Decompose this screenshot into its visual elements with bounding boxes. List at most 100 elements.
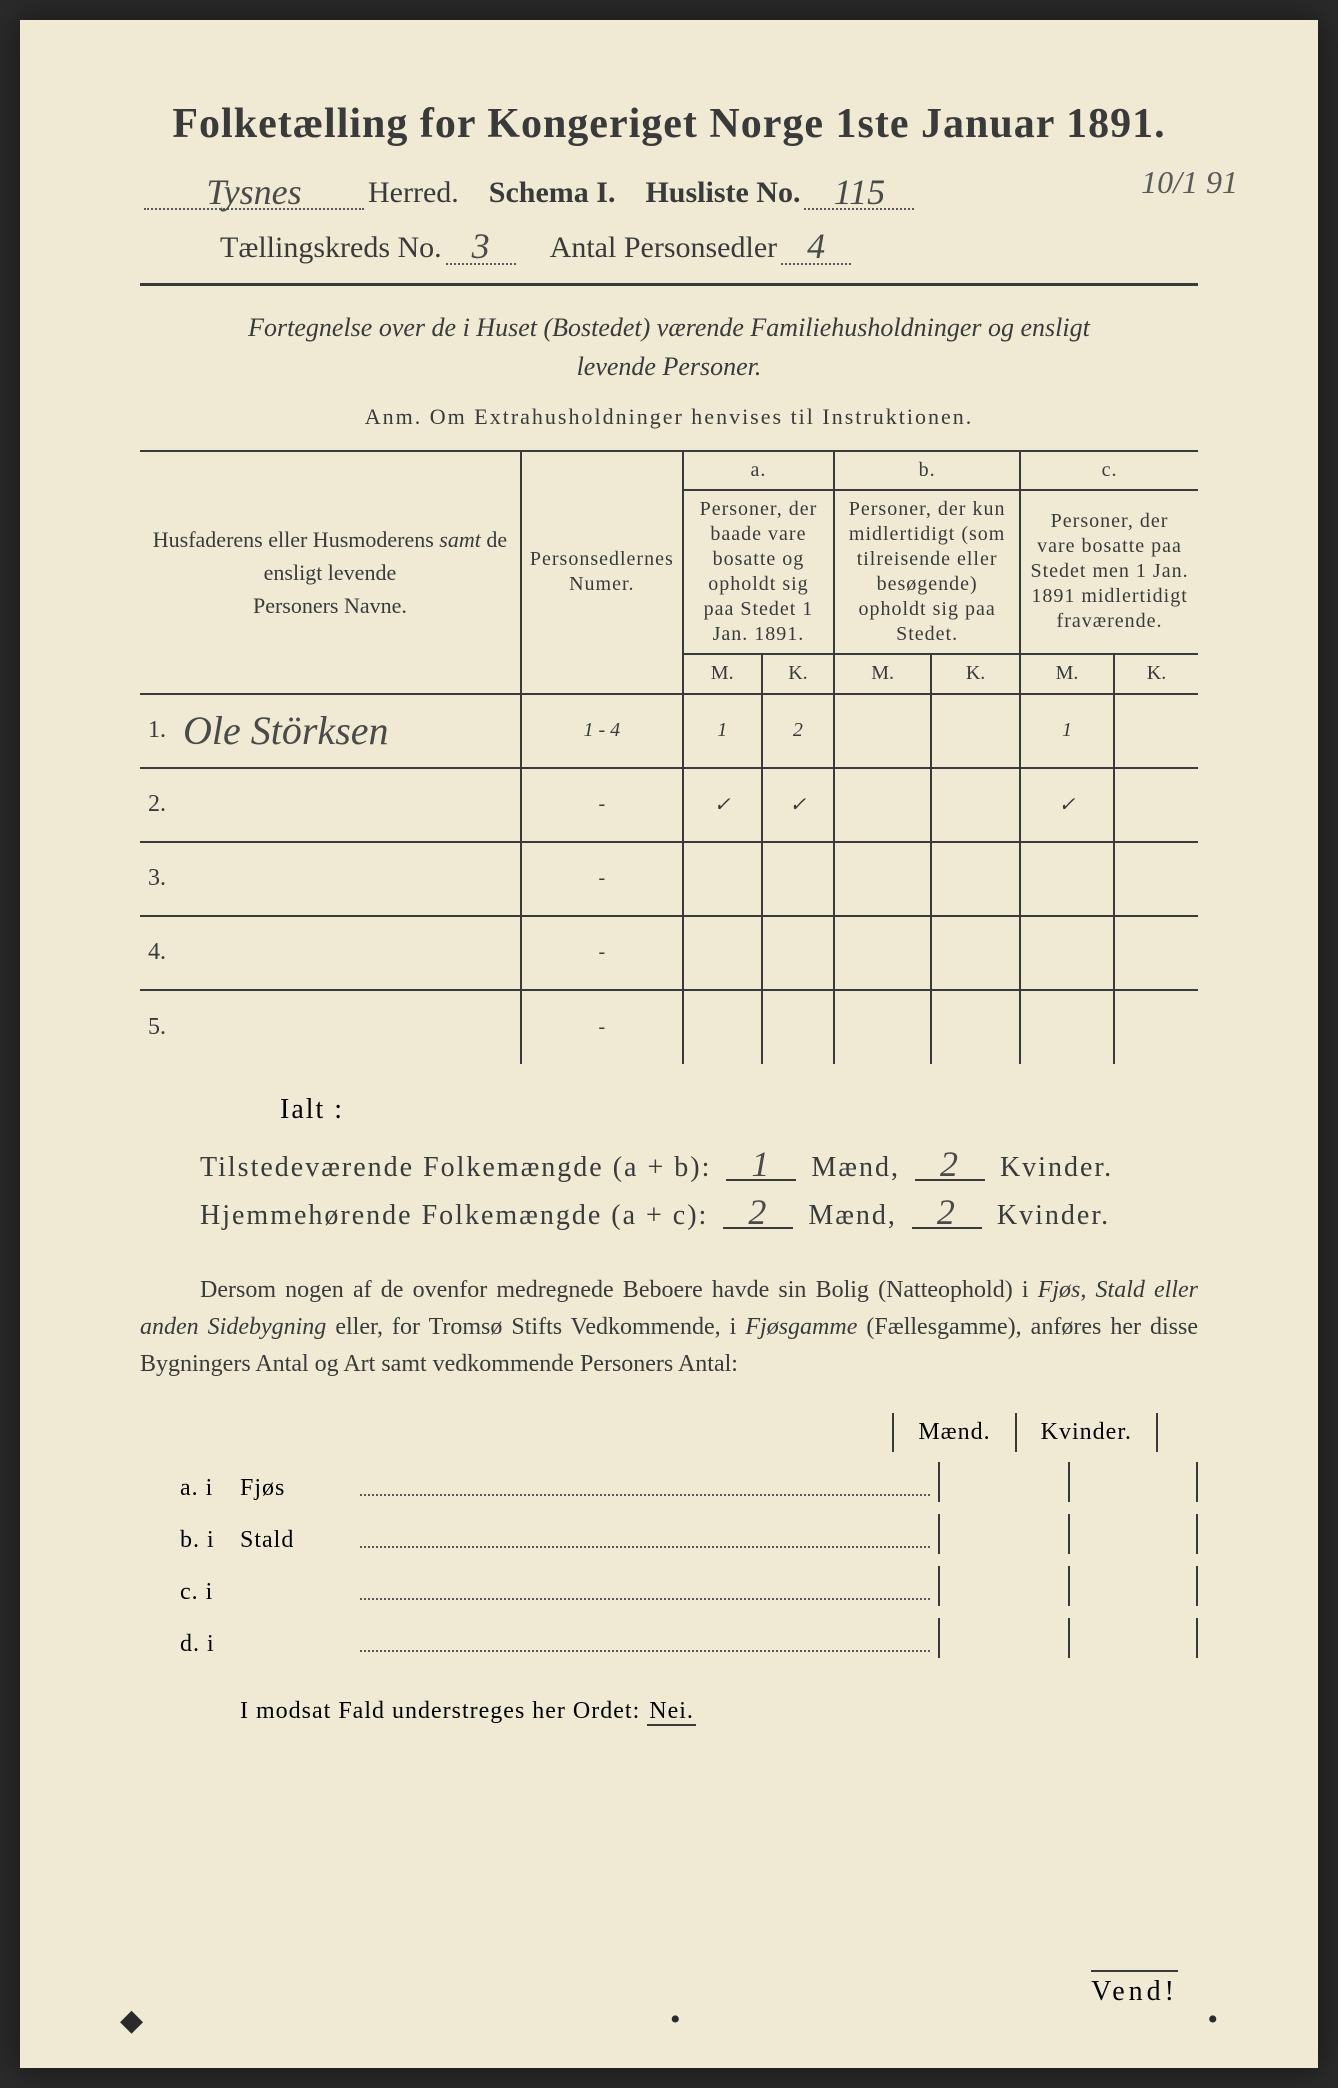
- cell-numer: -: [521, 916, 683, 990]
- cell-c-m: [1020, 916, 1114, 990]
- cell-c-k: [1114, 842, 1198, 916]
- building-cell-k: [1068, 1462, 1198, 1502]
- page-title: Folketælling for Kongeriget Norge 1ste J…: [140, 100, 1198, 148]
- building-cell-k: [1068, 1566, 1198, 1606]
- cell-a-m: [683, 916, 762, 990]
- building-cell-m: [938, 1462, 1068, 1502]
- table-row: 5. -: [140, 990, 1198, 1064]
- cell-b-k: [931, 916, 1020, 990]
- table-body: 1. Ole Störksen 1 - 4 1 2 1 2. -: [140, 694, 1198, 1064]
- margin-annotation: 10/1 91: [1141, 164, 1238, 201]
- building-cells: [938, 1566, 1198, 1606]
- cell-name: 5.: [140, 990, 521, 1064]
- th-c-m: M.: [1020, 654, 1114, 694]
- anm-note: Anm. Om Extrahusholdninger henvises til …: [140, 404, 1198, 430]
- cell-b-k: [931, 990, 1020, 1064]
- modsat-line: I modsat Fald understreges her Ordet: Ne…: [140, 1698, 1198, 1725]
- cell-c-k: [1114, 990, 1198, 1064]
- cell-c-m: [1020, 990, 1114, 1064]
- th-a-label: a.: [683, 451, 834, 490]
- building-row: c. i: [140, 1566, 1198, 1606]
- building-cell-m: [938, 1618, 1068, 1658]
- sum1-k: 2: [915, 1150, 985, 1181]
- building-cells: [938, 1514, 1198, 1554]
- building-dots: [360, 1494, 930, 1496]
- building-cell-m: [938, 1566, 1068, 1606]
- cell-a-k: [762, 916, 834, 990]
- sum1-m: 1: [726, 1150, 796, 1181]
- building-header-k: Kvinder.: [1015, 1413, 1158, 1452]
- th-a-k: K.: [762, 654, 834, 694]
- header-divider: [140, 283, 1198, 286]
- building-cells: [938, 1618, 1198, 1658]
- header-line-2: Tællingskreds No. 3 Antal Personsedler 4: [140, 230, 1198, 264]
- cell-name: 1. Ole Störksen: [140, 694, 521, 768]
- sum1-label: Tilstedeværende Folkemængde (a + b):: [200, 1152, 711, 1183]
- cell-name: 4.: [140, 916, 521, 990]
- cell-a-m: ✓: [683, 768, 762, 842]
- cell-b-m: [834, 916, 931, 990]
- cell-b-k: [931, 694, 1020, 768]
- cell-b-m: [834, 768, 931, 842]
- cell-numer: -: [521, 990, 683, 1064]
- cell-numer: 1 - 4: [521, 694, 683, 768]
- cell-a-k: 2: [762, 694, 834, 768]
- kvinder-label: Kvinder.: [1000, 1152, 1113, 1183]
- building-type: Stald: [240, 1527, 360, 1554]
- summary-section: Ialt : Tilstedeværende Folkemængde (a + …: [140, 1094, 1198, 1232]
- ialt-label: Ialt :: [140, 1094, 1198, 1126]
- th-b-m: M.: [834, 654, 931, 694]
- th-b-label: b.: [834, 451, 1020, 490]
- cell-b-m: [834, 990, 931, 1064]
- table-row: 1. Ole Störksen 1 - 4 1 2 1: [140, 694, 1198, 768]
- cell-a-m: [683, 842, 762, 916]
- building-label: d. i: [180, 1631, 240, 1658]
- sum2-m: 2: [723, 1198, 793, 1229]
- kreds-value: 3: [446, 230, 516, 264]
- building-paragraph: Dersom nogen af de ovenfor medregnede Be…: [140, 1272, 1198, 1384]
- building-cell-k: [1068, 1618, 1198, 1658]
- mark-left: ◆: [120, 2003, 143, 2038]
- cell-c-k: [1114, 916, 1198, 990]
- cell-a-k: [762, 990, 834, 1064]
- building-section: Mænd. Kvinder. a. i Fjøs b. i Stald: [140, 1413, 1198, 1658]
- th-b-text: Personer, der kun midlertidigt (som tilr…: [834, 490, 1020, 654]
- herred-label: Herred.: [368, 176, 459, 210]
- sum2-k: 2: [912, 1198, 982, 1229]
- building-row: a. i Fjøs: [140, 1462, 1198, 1502]
- bottom-marks: ◆ • •: [20, 2003, 1318, 2038]
- person-name: Ole Störksen: [183, 707, 389, 754]
- cell-name: 3.: [140, 842, 521, 916]
- census-page: Folketælling for Kongeriget Norge 1ste J…: [20, 20, 1318, 2068]
- census-table: Husfaderens eller Husmoderens samt de en…: [140, 450, 1198, 1064]
- building-dots: [360, 1598, 930, 1600]
- building-cell-k: [1068, 1514, 1198, 1554]
- maend-label: Mænd,: [811, 1152, 900, 1183]
- subtitle-line2: levende Personer.: [577, 352, 762, 381]
- building-header-m: Mænd.: [892, 1413, 1014, 1452]
- cell-c-m: [1020, 842, 1114, 916]
- cell-b-m: [834, 842, 931, 916]
- cell-numer: -: [521, 842, 683, 916]
- building-dots: [360, 1546, 930, 1548]
- th-c-text: Personer, der vare bosatte paa Stedet me…: [1020, 490, 1198, 654]
- building-header: Mænd. Kvinder.: [140, 1413, 1198, 1452]
- cell-b-m: [834, 694, 931, 768]
- personsedler-value: 4: [781, 230, 851, 264]
- th-b-k: K.: [931, 654, 1020, 694]
- cell-c-m: 1: [1020, 694, 1114, 768]
- kvinder-label: Kvinder.: [997, 1200, 1110, 1231]
- building-type: Fjøs: [240, 1475, 360, 1502]
- building-label: c. i: [180, 1579, 240, 1606]
- th-names: Husfaderens eller Husmoderens samt de en…: [140, 451, 521, 694]
- building-dots: [360, 1650, 930, 1652]
- cell-c-m: ✓: [1020, 768, 1114, 842]
- th-a-m: M.: [683, 654, 762, 694]
- page-content: Folketælling for Kongeriget Norge 1ste J…: [140, 100, 1198, 1725]
- row-num: 5.: [148, 1014, 178, 1041]
- cell-a-k: ✓: [762, 768, 834, 842]
- table-row: 4. -: [140, 916, 1198, 990]
- husliste-label: Husliste No.: [645, 176, 800, 210]
- summary-line-1: Tilstedeværende Folkemængde (a + b): 1 M…: [140, 1150, 1198, 1184]
- herred-value: Tysnes: [144, 176, 364, 210]
